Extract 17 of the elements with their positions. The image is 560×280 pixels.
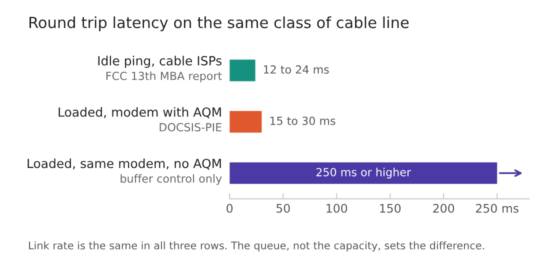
data-label: 15 to 30 ms [270, 116, 336, 126]
data-label: 250 ms or higher [316, 168, 412, 179]
y-tick-label: Loaded, modem with AQM DOCSIS-PIE [58, 107, 222, 132]
text: Link rate is the same in all three rows. The queue, not the capacity, sets the difference. [29, 241, 484, 252]
x-tick-label: 150 [380, 204, 401, 213]
chart-title: Round trip latency on the same class of cable line [30, 16, 409, 32]
x-tick-label: 250 ms [476, 204, 518, 213]
x-tick-label: 0 [226, 204, 233, 213]
y-tick-label: Idle ping, cable ISPs FCC 13th MBA report [98, 56, 222, 82]
bar [230, 60, 256, 82]
x-tick-label: 200 [433, 204, 454, 213]
x-tick-label: 100 [326, 204, 348, 213]
data-label: 12 to 24 ms [264, 65, 329, 74]
y-tick-label: Loaded, same modem, no AQM buffer control only [28, 158, 222, 185]
x-tick-label: 50 [276, 204, 290, 213]
bar [230, 111, 262, 133]
bar [230, 162, 498, 184]
